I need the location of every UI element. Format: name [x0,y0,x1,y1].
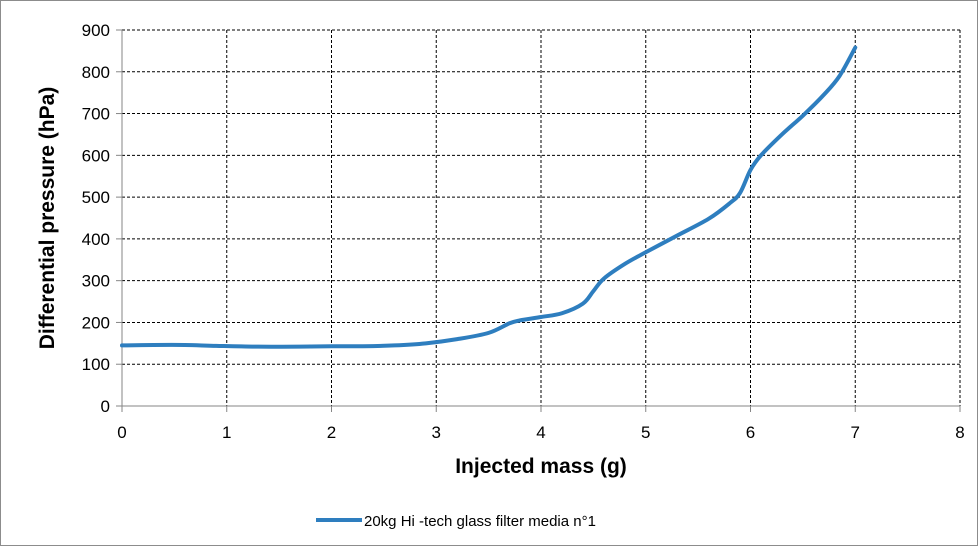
y-axis-title: Differential pressure (hPa) [36,87,59,350]
tick-labels: 0 100 200 300 400 500 600 700 800 900 0 1 2 3 4 5 6 7 8 [82,21,965,442]
series-line [120,45,858,349]
x-tick-label: 4 [536,423,545,442]
y-tick-label: 100 [82,355,110,374]
y-tick-label: 400 [82,230,110,249]
y-tick-label: 500 [82,188,110,207]
y-tick-label: 600 [82,146,110,165]
x-tick-label: 7 [851,423,860,442]
series-lines [120,45,858,349]
y-tick-label: 300 [82,272,110,291]
x-tick-label: 3 [432,423,441,442]
y-tick-label: 0 [101,397,110,416]
x-tick-label: 6 [746,423,755,442]
y-tick-label: 800 [82,63,110,82]
x-tick-label: 5 [641,423,650,442]
x-tick-label: 0 [117,423,126,442]
legend: 20kg Hi -tech glass filter media n°1 [316,513,596,530]
x-tick-label: 1 [222,423,231,442]
x-axis-title: Injected mass (g) [455,455,627,478]
axes [116,29,961,412]
legend-label: 20kg Hi -tech glass filter media n°1 [364,513,596,530]
y-tick-label: 900 [82,21,110,40]
x-tick-label: 8 [955,423,964,442]
x-tick-label: 2 [327,423,336,442]
gridlines [122,29,961,406]
y-tick-label: 200 [82,313,110,332]
y-tick-label: 700 [82,105,110,124]
